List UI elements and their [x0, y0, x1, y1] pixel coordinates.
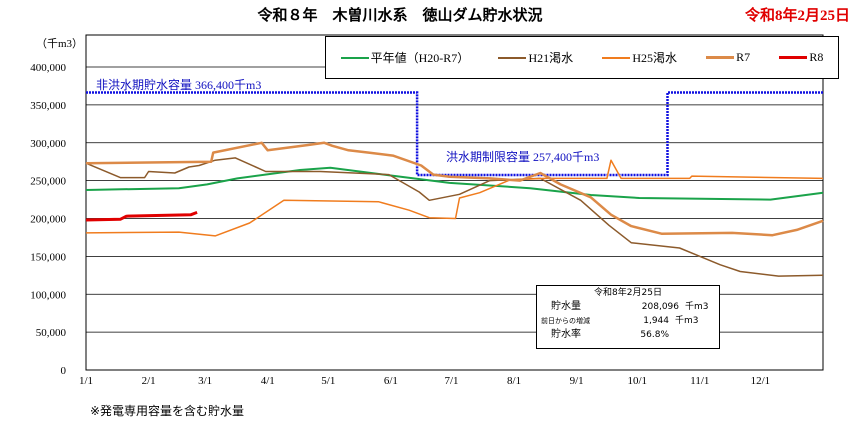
x-tick-label: 8/1: [507, 375, 521, 387]
x-tick-label: 7/1: [444, 375, 458, 387]
y-tick-label: 200,000: [30, 214, 66, 226]
legend-swatch: [706, 56, 735, 59]
x-tick-label: 1/1: [79, 375, 93, 387]
x-tick-label: 3/1: [198, 375, 212, 387]
info-row-change: 前日からの増減 1,944 千m3: [537, 314, 719, 328]
footnote: ※発電専用容量を含む貯水量: [90, 404, 245, 418]
x-tick-label: 10/1: [627, 375, 647, 387]
legend-swatch: [779, 56, 808, 59]
y-tick-label: 100,000: [30, 289, 66, 301]
x-tick-label: 5/1: [321, 375, 335, 387]
non-flood-capacity-label: 非洪水期貯水容量 366,400千m3: [96, 77, 261, 92]
legend-label: H21渇水: [528, 51, 574, 65]
info-label: 前日からの増減: [541, 317, 590, 325]
flood-capacity-label: 洪水期制限容量 257,400千m3: [446, 149, 599, 164]
legend-item: R7: [706, 50, 750, 65]
x-tick-label: 4/1: [261, 375, 275, 387]
legend-label: 平年値（H20-R7）: [370, 51, 470, 65]
info-label: 貯水率: [551, 329, 581, 340]
x-tick-label: 6/1: [384, 375, 398, 387]
legend-swatch: [602, 56, 631, 59]
y-tick-label: 150,000: [30, 251, 66, 263]
y-tick-label: 350,000: [30, 100, 66, 112]
info-label: 貯水量: [551, 301, 581, 312]
info-row-rate: 貯水率 56.8%: [537, 328, 719, 342]
x-tick-label: 11/1: [690, 375, 709, 387]
legend-label: R8: [809, 50, 824, 64]
legend-item: 平年値（H20-R7）: [340, 49, 470, 66]
series-line-R7: [85, 141, 824, 237]
legend-item: H25渇水: [602, 49, 677, 66]
y-axis-label: （千m3）: [36, 37, 83, 50]
y-tick-label: 250,000: [30, 176, 66, 188]
legend-item: R8: [779, 50, 823, 65]
y-tick-label: 0: [61, 365, 67, 377]
x-tick-label: 2/1: [142, 375, 156, 387]
legend-swatch: [340, 56, 369, 59]
y-tick-label: 50,000: [36, 327, 67, 339]
legend-label: R7: [736, 50, 751, 64]
info-unit: 千m3: [685, 302, 709, 312]
info-value: 208,096: [641, 302, 679, 312]
legend-label: H25渇水: [632, 51, 677, 65]
series-line-R8: [85, 210, 198, 222]
date-label: 令和8年2月25日: [744, 8, 850, 24]
x-tick-label: 9/1: [570, 375, 584, 387]
info-row-storage: 貯水量 208,096 千m3: [537, 300, 719, 314]
info-value: 56.8%: [640, 330, 669, 340]
y-tick-label: 300,000: [30, 138, 66, 150]
info-box: 令和8年2月25日 貯水量 208,096 千m3 前日からの増減 1,944 千m3 …: [536, 285, 720, 349]
series-line-H21渇水: [85, 157, 824, 277]
plot-frame: [85, 34, 824, 371]
legend-item: H21渇水: [498, 49, 573, 66]
info-date: 令和8年2月25日: [594, 288, 662, 298]
series-line-H25渇水: [85, 159, 824, 237]
y-tick-label: 400,000: [30, 62, 66, 74]
legend-swatch: [498, 56, 527, 59]
chart-title: 令和８年 木曽川水系 徳山ダム貯水状況: [257, 6, 543, 24]
info-unit: 千m3: [675, 316, 699, 326]
info-value: 1,944: [643, 316, 669, 326]
x-tick-label: 12/1: [751, 375, 771, 387]
legend: 平年値（H20-R7） H21渇水 H25渇水 R7 R8: [325, 36, 839, 79]
